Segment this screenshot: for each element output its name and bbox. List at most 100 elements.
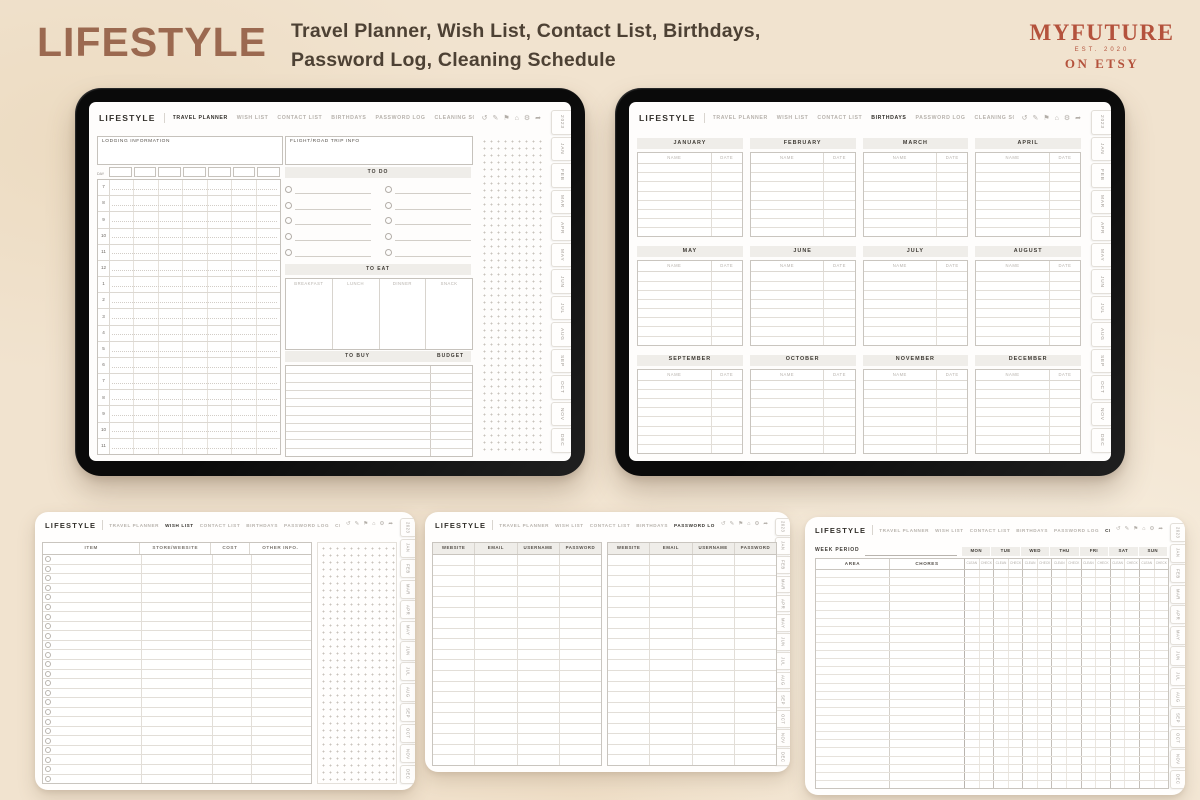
password-cell[interactable] <box>560 660 601 670</box>
side-tab-sep[interactable]: SEP <box>400 703 415 723</box>
date-cell[interactable] <box>1050 192 1080 200</box>
day-check-cell[interactable] <box>965 570 980 578</box>
day-check-cell[interactable] <box>1096 724 1111 732</box>
other-info-cell[interactable] <box>252 670 311 679</box>
day-check-cell[interactable] <box>980 610 995 618</box>
schedule-cell[interactable] <box>208 228 233 244</box>
name-cell[interactable] <box>976 281 1050 290</box>
schedule-cell[interactable] <box>257 277 280 292</box>
day-check-cell[interactable] <box>1023 780 1038 788</box>
to-buy-row[interactable] <box>286 415 472 424</box>
day-check-cell[interactable] <box>1067 772 1082 780</box>
date-cell[interactable] <box>937 192 967 200</box>
item-checkbox[interactable] <box>45 613 51 620</box>
schedule-cell[interactable] <box>232 228 257 244</box>
password-cell[interactable] <box>735 724 776 734</box>
day-check-cell[interactable] <box>1125 610 1140 618</box>
chores-cell[interactable] <box>890 675 965 683</box>
item-checkbox[interactable] <box>45 651 51 658</box>
day-check-cell[interactable] <box>1140 780 1155 788</box>
name-cell[interactable] <box>751 309 825 318</box>
schedule-cell[interactable] <box>257 326 280 341</box>
day-check-cell[interactable] <box>1155 700 1169 707</box>
day-check-cell[interactable] <box>1111 602 1126 610</box>
password-cell[interactable] <box>650 744 693 755</box>
day-check-cell[interactable] <box>1155 740 1169 747</box>
schedule-cell[interactable] <box>134 293 159 309</box>
name-cell[interactable] <box>638 173 712 182</box>
date-cell[interactable] <box>937 228 967 236</box>
name-cell[interactable] <box>638 318 712 327</box>
schedule-cell[interactable] <box>134 357 159 374</box>
day-check-cell[interactable] <box>994 675 1009 683</box>
tab-contact-list[interactable]: CONTACT LIST <box>277 115 323 121</box>
day-check-cell[interactable] <box>1082 610 1097 618</box>
password-row[interactable] <box>433 597 601 608</box>
day-check-cell[interactable] <box>994 659 1009 667</box>
day-check-cell[interactable] <box>1111 642 1126 651</box>
day-check-cell[interactable] <box>1082 764 1097 772</box>
day-check-cell[interactable] <box>1082 724 1097 732</box>
password-cell[interactable] <box>735 671 776 681</box>
day-check-cell[interactable] <box>1067 764 1082 772</box>
area-cell[interactable] <box>816 724 890 732</box>
day-check-cell[interactable] <box>1125 667 1140 675</box>
day-check-cell[interactable] <box>1140 740 1155 748</box>
password-cell[interactable] <box>608 713 651 723</box>
schedule-cell[interactable] <box>110 212 135 228</box>
day-check-cell[interactable] <box>965 602 980 610</box>
name-cell[interactable] <box>751 299 825 309</box>
day-check-cell[interactable] <box>1111 610 1126 618</box>
settings-icon[interactable]: ⚙ <box>1063 114 1071 122</box>
day-check-cell[interactable] <box>994 699 1009 707</box>
day-check-cell[interactable] <box>994 642 1009 651</box>
name-cell[interactable] <box>864 318 938 327</box>
day-check-cell[interactable] <box>1082 667 1097 675</box>
birthday-row[interactable] <box>863 309 968 319</box>
side-tab-feb[interactable]: FEB <box>551 163 571 188</box>
day-check-cell[interactable] <box>1023 748 1038 756</box>
password-row[interactable] <box>433 649 601 661</box>
password-cell[interactable] <box>475 702 518 713</box>
birthday-row[interactable] <box>750 290 855 300</box>
name-cell[interactable] <box>638 219 712 228</box>
day-check-cell[interactable] <box>980 626 995 634</box>
cost-cell[interactable] <box>213 555 252 564</box>
cleaning-row[interactable] <box>816 740 1169 749</box>
password-cell[interactable] <box>735 755 776 765</box>
wish-list-row[interactable] <box>43 736 311 746</box>
other-info-cell[interactable] <box>252 679 311 688</box>
tab-contact-list[interactable]: CONTACT LIST <box>817 115 863 121</box>
tab-password-log[interactable]: PASSWORD LOG <box>375 115 426 121</box>
date-cell[interactable] <box>937 327 967 335</box>
day-check-cell[interactable] <box>1067 667 1082 675</box>
item-cell[interactable] <box>43 555 143 564</box>
day-check-cell[interactable] <box>1111 732 1126 740</box>
birthday-row[interactable] <box>638 219 742 229</box>
day-check-cell[interactable] <box>965 618 980 626</box>
day-check-cell[interactable] <box>1111 740 1126 748</box>
side-tab-nov[interactable]: NOV <box>775 729 790 747</box>
password-cell[interactable] <box>560 566 601 576</box>
name-cell[interactable] <box>864 327 938 336</box>
area-cell[interactable] <box>816 570 890 578</box>
schedule-cell[interactable] <box>208 438 233 454</box>
day-check-cell[interactable] <box>1023 642 1038 651</box>
date-cell[interactable] <box>937 417 967 425</box>
settings-icon[interactable]: ⚙ <box>754 521 760 528</box>
day-check-cell[interactable] <box>1082 651 1097 659</box>
password-cell[interactable] <box>433 565 476 576</box>
area-cell[interactable] <box>816 780 890 788</box>
chores-cell[interactable] <box>890 610 965 618</box>
day-check-cell[interactable] <box>1140 642 1155 651</box>
day-check-cell[interactable] <box>965 675 980 683</box>
day-check-cell[interactable] <box>980 756 995 764</box>
day-check-cell[interactable] <box>965 715 980 724</box>
name-cell[interactable] <box>751 164 825 173</box>
cleaning-row[interactable] <box>816 715 1168 725</box>
schedule-cell[interactable] <box>183 406 208 422</box>
password-cell[interactable] <box>693 702 735 713</box>
tab-wish-list[interactable]: WISH LIST <box>165 522 194 528</box>
schedule-cell[interactable] <box>110 341 135 357</box>
date-cell[interactable] <box>824 427 854 435</box>
